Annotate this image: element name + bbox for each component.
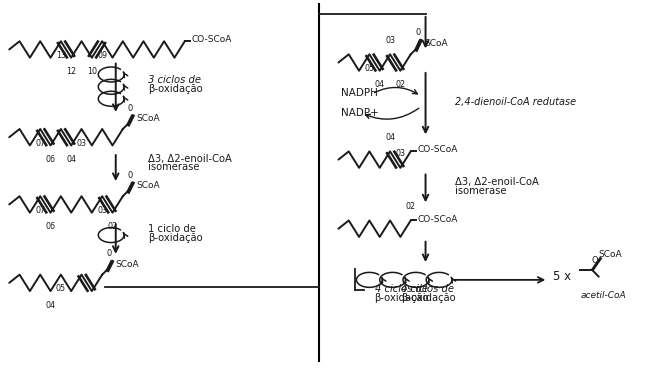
Text: CO-SCoA: CO-SCoA <box>191 35 232 44</box>
Text: O: O <box>591 256 598 265</box>
Text: 05: 05 <box>56 284 66 293</box>
Text: β-oxidação: β-oxidação <box>148 84 202 94</box>
Text: 4 ciclos de: 4 ciclos de <box>401 284 454 294</box>
Text: 02: 02 <box>395 80 406 89</box>
Text: CO-SCoA: CO-SCoA <box>417 146 458 154</box>
Text: 03: 03 <box>77 139 87 148</box>
Text: SCoA: SCoA <box>598 251 622 259</box>
Text: 06: 06 <box>46 155 55 164</box>
Text: 0: 0 <box>107 249 112 258</box>
Text: 04: 04 <box>375 80 385 89</box>
Text: β-oxidação: β-oxidação <box>374 293 428 303</box>
Text: 3 ciclos de: 3 ciclos de <box>148 75 201 85</box>
Text: Δ3, Δ2-enoil-CoA: Δ3, Δ2-enoil-CoA <box>148 153 232 163</box>
Text: 12: 12 <box>66 67 76 77</box>
Text: SCoA: SCoA <box>137 114 160 123</box>
Text: SCoA: SCoA <box>137 181 160 190</box>
Text: 4 ciclos de: 4 ciclos de <box>374 284 428 294</box>
Text: 04: 04 <box>385 133 395 142</box>
Text: CO-SCoA: CO-SCoA <box>417 215 458 224</box>
Text: NADP+: NADP+ <box>341 108 379 118</box>
Text: 04: 04 <box>46 301 55 310</box>
Text: 06: 06 <box>46 222 55 231</box>
Text: acetil-CoA: acetil-CoA <box>580 291 626 300</box>
Text: 07: 07 <box>35 139 46 148</box>
Text: β-oxidação: β-oxidação <box>148 233 202 243</box>
Text: Δ3, Δ2-enoil-CoA: Δ3, Δ2-enoil-CoA <box>454 177 538 187</box>
Text: NADPH: NADPH <box>341 88 378 98</box>
Text: 07: 07 <box>35 206 46 215</box>
Text: 10: 10 <box>87 67 97 77</box>
Text: 13: 13 <box>56 51 66 60</box>
Text: SCoA: SCoA <box>424 39 448 48</box>
Text: isomerase: isomerase <box>148 162 199 172</box>
Text: 02: 02 <box>107 222 118 231</box>
Text: 09: 09 <box>97 51 107 60</box>
Text: 0: 0 <box>415 28 421 37</box>
Text: 0: 0 <box>128 103 133 113</box>
Text: SCoA: SCoA <box>116 260 139 269</box>
Text: 02: 02 <box>406 202 416 211</box>
Text: 03: 03 <box>395 149 406 158</box>
Text: 2,4-dienoil-CoA redutase: 2,4-dienoil-CoA redutase <box>454 97 575 107</box>
Text: 1 ciclo de: 1 ciclo de <box>148 224 196 235</box>
Text: isomerase: isomerase <box>454 186 506 196</box>
Text: 0: 0 <box>128 171 133 180</box>
Text: 03: 03 <box>385 36 395 45</box>
Text: 03: 03 <box>97 206 107 215</box>
Text: 05: 05 <box>365 64 374 73</box>
Text: 04: 04 <box>66 155 76 164</box>
Text: β-oxidação: β-oxidação <box>401 293 456 303</box>
Text: 5 x: 5 x <box>553 269 571 283</box>
